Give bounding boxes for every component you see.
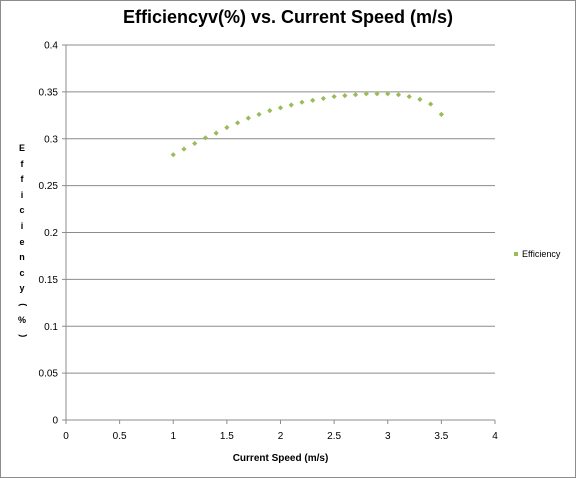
x-tick-labels: 0 0.5 1 1.5 2 2.5 3 3.5 4	[63, 431, 498, 442]
x-tick-label: 0	[63, 431, 69, 442]
data-point	[288, 102, 294, 108]
y-tick-label: 0.15	[39, 275, 59, 286]
y-tick-labels: 0 0.05 0.1 0.15 0.2 0.25 0.3 0.35 0.4	[39, 41, 59, 427]
y-tick-label: 0.4	[44, 41, 58, 52]
x-tick-label: 1	[170, 431, 176, 442]
x-tick-label: 2.5	[327, 431, 341, 442]
data-point	[395, 92, 402, 98]
data-point	[224, 124, 230, 131]
data-point	[299, 99, 305, 105]
data-point	[320, 95, 326, 102]
data-point	[363, 91, 369, 97]
x-tick-label: 2	[278, 431, 284, 442]
legend: Efficiency	[514, 249, 560, 259]
x-tick-label: 3	[385, 431, 391, 442]
y-tick-label: 0.25	[39, 181, 59, 192]
data-point	[331, 93, 337, 100]
data-point	[352, 92, 359, 98]
y-axis-title-char: c	[19, 205, 25, 216]
y-axis-title-char: i	[20, 220, 24, 231]
data-point	[385, 91, 391, 97]
x-tick-label: 4	[492, 431, 498, 442]
y-axis-title-char: %	[17, 314, 26, 325]
data-point	[235, 120, 241, 126]
data-point	[310, 97, 316, 103]
y-axis-title-char: f	[20, 174, 24, 185]
x-tick-label: 1.5	[220, 431, 234, 442]
y-axis-title-char: y	[19, 283, 25, 294]
y-tick-label: 0.35	[39, 87, 59, 98]
data-point	[202, 135, 209, 141]
data-point	[181, 146, 187, 152]
y-axis-title-char: e	[19, 236, 25, 247]
y-tick-label: 0.1	[44, 322, 58, 333]
data-point	[342, 93, 348, 99]
data-points	[170, 91, 444, 158]
y-axis-title-char: f	[20, 158, 24, 169]
data-point	[192, 140, 198, 147]
gridlines	[66, 44, 495, 374]
y-axis-title-char: n	[19, 252, 25, 263]
y-tick-label: 0.2	[44, 228, 58, 239]
data-point	[374, 91, 380, 97]
y-tick-label: 0	[52, 416, 58, 427]
x-tick-label: 3.5	[434, 431, 448, 442]
data-point	[428, 101, 434, 107]
y-axis-title-char: c	[19, 267, 25, 278]
axes	[62, 44, 496, 424]
x-tick-label: 0.5	[113, 431, 127, 442]
data-point	[277, 105, 284, 111]
x-axis-title: Current Speed (m/s)	[232, 453, 329, 464]
y-axis-title-char: i	[20, 189, 24, 200]
data-point	[406, 93, 412, 100]
data-point	[438, 111, 444, 117]
data-point	[245, 115, 251, 121]
data-point	[417, 96, 423, 102]
y-tick-label: 0.05	[39, 369, 59, 380]
data-point	[256, 111, 262, 117]
legend-marker	[514, 252, 518, 256]
data-point	[267, 108, 273, 114]
chart-title: Efficiencyv(%) vs. Current Speed (m/s)	[122, 7, 454, 27]
y-tick-label: 0.3	[44, 134, 58, 145]
y-axis-title-char: E	[18, 143, 25, 153]
data-point	[170, 152, 176, 158]
legend-label: Efficiency	[522, 249, 561, 259]
data-point	[213, 130, 219, 136]
